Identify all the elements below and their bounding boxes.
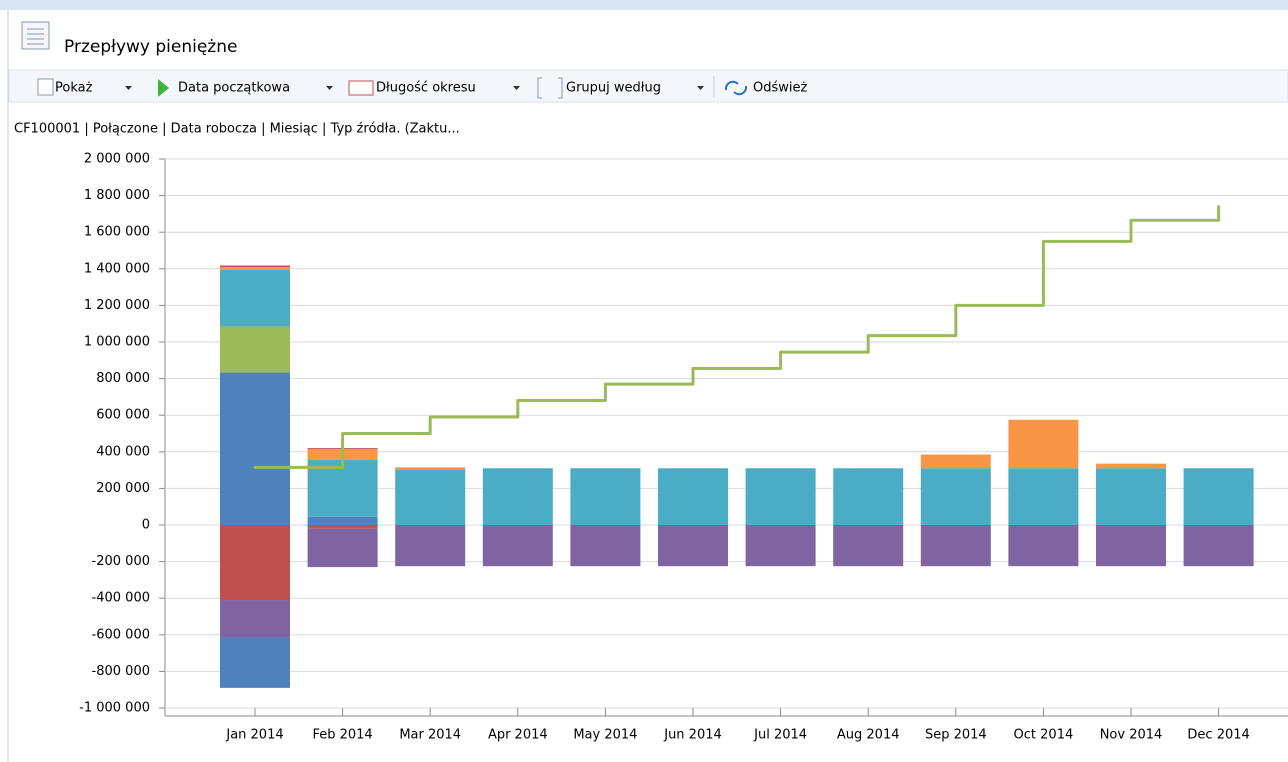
bar-segment bbox=[920, 525, 991, 567]
chart-title: CF100001 | Połączone | Data robocza | Mi… bbox=[14, 122, 460, 137]
y-tick-label: -800 000 bbox=[92, 664, 150, 679]
y-tick-label: 1 800 000 bbox=[84, 188, 150, 203]
bar-segment bbox=[220, 637, 290, 688]
bar-segment bbox=[307, 528, 378, 568]
bar-segment bbox=[395, 467, 466, 470]
y-tick-label: 600 000 bbox=[96, 408, 150, 423]
x-tick-label: Jun 2014 bbox=[663, 728, 722, 743]
group-by-button[interactable]: Grupuj według bbox=[537, 77, 704, 99]
toolbar bbox=[8, 69, 1288, 103]
bar-segment bbox=[307, 525, 378, 529]
x-tick-label: May 2014 bbox=[573, 728, 637, 743]
start-date-button[interactable]: Data początkowa bbox=[158, 79, 333, 97]
bar-segment bbox=[395, 469, 466, 525]
dropdown-arrow bbox=[697, 86, 704, 90]
refresh-button[interactable]: Odśwież bbox=[724, 80, 808, 96]
bar-segment bbox=[1008, 468, 1079, 525]
group-by-label: Grupuj według bbox=[566, 81, 661, 96]
group-icon bbox=[537, 77, 563, 99]
bar-segment bbox=[482, 468, 553, 525]
bar-segment bbox=[307, 516, 378, 525]
bar-segment bbox=[1008, 419, 1079, 469]
bar-segment bbox=[745, 525, 816, 567]
bar-segment bbox=[220, 266, 290, 270]
y-tick-label: 1 000 000 bbox=[84, 335, 150, 350]
y-tick-label: 1 200 000 bbox=[84, 298, 150, 313]
y-tick-label: 200 000 bbox=[96, 481, 150, 496]
bar-segment bbox=[745, 468, 816, 525]
bar-segment bbox=[570, 468, 641, 525]
x-tick-label: Nov 2014 bbox=[1100, 728, 1163, 743]
dropdown-arrow bbox=[326, 86, 333, 90]
y-tick-label: -400 000 bbox=[92, 591, 150, 606]
y-tick-label: -1 000 000 bbox=[79, 701, 150, 716]
x-tick-label: Oct 2014 bbox=[1014, 728, 1074, 743]
bar-segment bbox=[833, 468, 904, 525]
period-length-button[interactable]: Długość okresu bbox=[348, 80, 520, 96]
y-tick-label: 400 000 bbox=[96, 444, 150, 459]
bar-segment bbox=[220, 525, 290, 601]
start-icon bbox=[158, 79, 169, 97]
x-tick-label: Jan 2014 bbox=[225, 728, 283, 743]
refresh-label: Odśwież bbox=[753, 81, 807, 96]
y-tick-label: 0 bbox=[142, 518, 150, 533]
y-tick-label: -600 000 bbox=[92, 627, 150, 642]
x-tick-label: Feb 2014 bbox=[312, 728, 372, 743]
period-length-label: Długość okresu bbox=[376, 81, 476, 96]
period-icon bbox=[348, 80, 374, 96]
top-band bbox=[0, 0, 1288, 10]
y-tick-label: 800 000 bbox=[96, 371, 150, 386]
show-label: Pokaż bbox=[55, 81, 93, 96]
bar-segment bbox=[482, 525, 553, 567]
x-tick-label: Jul 2014 bbox=[753, 728, 807, 743]
bar-segment bbox=[220, 372, 290, 525]
bar-segment bbox=[658, 468, 728, 525]
x-tick-label: Apr 2014 bbox=[488, 728, 548, 743]
y-tick-label: 2 000 000 bbox=[84, 152, 150, 167]
header bbox=[9, 10, 1288, 64]
bar-segment bbox=[658, 525, 728, 567]
page-title: Przepływy pieniężne bbox=[64, 37, 237, 57]
show-button[interactable]: Pokaż bbox=[37, 78, 132, 96]
bar-segment bbox=[920, 454, 991, 469]
bar-segment bbox=[220, 326, 290, 373]
bar-segment bbox=[220, 269, 290, 327]
bar-segment bbox=[920, 468, 991, 525]
bar-segment bbox=[395, 525, 466, 567]
bar-segment bbox=[1008, 525, 1079, 567]
bar-segment bbox=[570, 525, 641, 567]
x-tick-label: Sep 2014 bbox=[925, 728, 987, 743]
y-tick-label: 1 600 000 bbox=[84, 225, 150, 240]
x-tick-label: Dec 2014 bbox=[1187, 728, 1249, 743]
bar-segment bbox=[1096, 468, 1166, 525]
refresh-icon bbox=[724, 80, 748, 96]
start-date-label: Data początkowa bbox=[178, 81, 290, 96]
x-tick-label: Aug 2014 bbox=[837, 728, 900, 743]
y-tick-label: 1 400 000 bbox=[84, 261, 150, 276]
page-icon bbox=[21, 21, 50, 50]
y-tick-label: -200 000 bbox=[92, 554, 150, 569]
bar-segment bbox=[1096, 463, 1166, 469]
x-tick-label: Mar 2014 bbox=[399, 728, 461, 743]
bar-segment bbox=[307, 460, 378, 517]
bar-segment bbox=[220, 600, 290, 638]
bar-segment bbox=[220, 265, 290, 267]
show-icon bbox=[37, 78, 54, 96]
dropdown-arrow bbox=[513, 86, 520, 90]
bar-segment bbox=[1183, 468, 1254, 525]
bar-segment bbox=[1096, 525, 1166, 567]
bar-segment bbox=[1183, 525, 1254, 567]
bar-segment bbox=[833, 525, 904, 567]
dropdown-arrow bbox=[125, 86, 132, 90]
